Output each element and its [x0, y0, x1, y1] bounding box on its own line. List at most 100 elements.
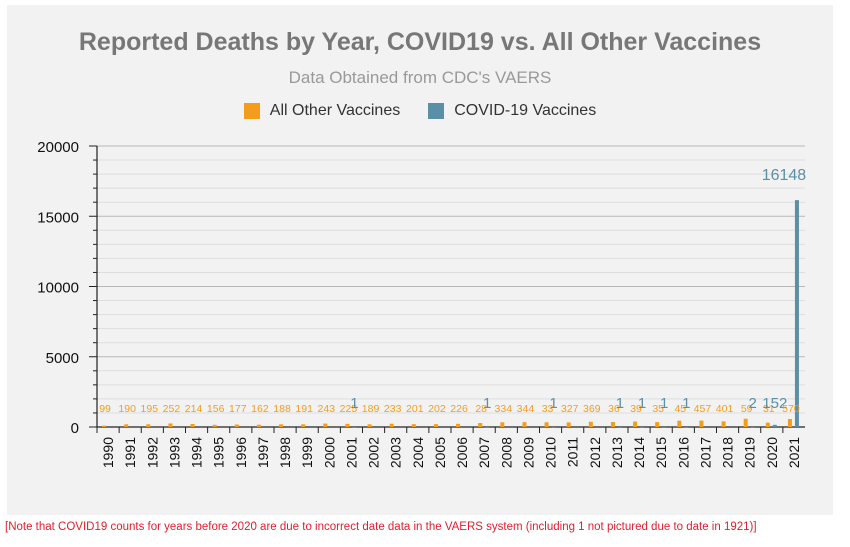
bar-other-2003 — [389, 423, 394, 427]
bar-other-2014 — [633, 421, 638, 427]
bar-other-1993 — [168, 423, 173, 427]
bar-covid-2019 — [750, 426, 755, 428]
x-tick-label-1991: 1991 — [122, 437, 138, 468]
legend-swatch-covid — [428, 103, 445, 119]
data-label-covid-2021: 16148 — [762, 167, 807, 184]
x-tick-label-2018: 2018 — [720, 437, 736, 468]
bar-other-1991 — [124, 424, 129, 427]
bar-other-2009 — [522, 422, 527, 427]
data-label-other-2005: 202 — [428, 403, 446, 415]
bar-other-2016 — [677, 420, 682, 427]
bar-other-2020 — [765, 422, 770, 427]
data-label-other-1992: 195 — [141, 403, 159, 415]
x-tick-label-2004: 2004 — [410, 437, 426, 468]
legend-item-other[interactable]: All Other Vaccines — [243, 102, 400, 120]
chart-panel — [7, 5, 833, 515]
data-label-covid-2007: 1 — [483, 395, 491, 412]
x-tick-label-1996: 1996 — [233, 437, 249, 468]
data-label-other-2020: 31 — [763, 403, 775, 415]
x-tick-label-2014: 2014 — [631, 437, 647, 468]
bar-covid-2001 — [352, 426, 357, 428]
bar-other-2018 — [721, 421, 726, 427]
data-label-covid-2014: 1 — [638, 395, 646, 412]
bar-other-2004 — [411, 424, 416, 427]
data-label-covid-2019: 2 — [749, 395, 757, 412]
x-tick-label-1990: 1990 — [100, 437, 116, 468]
data-label-other-1991: 190 — [118, 403, 136, 415]
bar-covid-2007 — [485, 426, 490, 428]
x-tick-label-2015: 2015 — [653, 437, 669, 468]
bar-covid-2015 — [662, 426, 667, 428]
data-label-other-2014: 39 — [630, 403, 642, 415]
bar-other-1994 — [190, 423, 195, 427]
data-label-other-2013: 36 — [608, 403, 620, 415]
data-label-covid-2013: 1 — [616, 395, 624, 412]
bar-other-2008 — [500, 422, 505, 427]
data-label-other-2006: 226 — [450, 403, 468, 415]
x-tick-label-2000: 2000 — [321, 437, 337, 468]
data-label-other-1998: 188 — [273, 403, 291, 415]
y-tick-label: 10000 — [37, 280, 79, 297]
data-label-other-2012: 369 — [583, 403, 601, 415]
data-label-other-2001: 225 — [340, 403, 358, 415]
x-tick-label-2008: 2008 — [498, 437, 514, 468]
data-label-other-2002: 189 — [362, 403, 380, 415]
data-label-other-1994: 214 — [185, 403, 203, 415]
data-label-covid-2010: 1 — [549, 395, 557, 412]
chart-subtitle: Data Obtained from CDC's VAERS — [288, 68, 552, 87]
data-label-other-2018: 401 — [716, 403, 734, 415]
data-label-other-2004: 201 — [406, 403, 424, 415]
legend: All Other Vaccines COVID-19 Vaccines — [7, 102, 833, 120]
footnote: [Note that COVID19 counts for years befo… — [5, 521, 757, 533]
legend-label-covid: COVID-19 Vaccines — [454, 102, 597, 119]
data-label-other-2009: 344 — [517, 403, 535, 415]
bar-other-2019 — [743, 418, 748, 427]
bar-other-2005 — [433, 424, 438, 427]
bar-other-2010 — [544, 422, 549, 427]
data-label-other-1996: 177 — [229, 403, 247, 415]
bar-other-2006 — [456, 423, 461, 427]
data-label-other-2021: 570 — [782, 403, 800, 415]
data-label-other-2015: 35 — [652, 403, 664, 415]
data-label-other-2017: 457 — [694, 403, 712, 415]
bar-covid-2020 — [772, 424, 777, 427]
bar-other-1995 — [212, 424, 217, 427]
data-label-other-2000: 243 — [318, 403, 336, 415]
bar-other-1997 — [256, 424, 261, 427]
x-tick-label-1999: 1999 — [299, 437, 315, 468]
bar-other-1998 — [279, 424, 284, 427]
x-tick-label-2009: 2009 — [520, 437, 536, 468]
x-tick-label-2011: 2011 — [565, 437, 581, 467]
data-label-other-2019: 59 — [741, 403, 753, 415]
data-label-other-1999: 191 — [295, 403, 313, 415]
data-label-other-1995: 156 — [207, 403, 225, 415]
x-tick-label-1995: 1995 — [211, 437, 227, 468]
bar-other-2000 — [323, 423, 328, 427]
data-label-other-1993: 252 — [163, 403, 181, 415]
x-tick-label-2002: 2002 — [366, 437, 382, 468]
x-tick-label-2020: 2020 — [764, 437, 780, 468]
bar-other-2001 — [345, 423, 350, 427]
legend-item-covid[interactable]: COVID-19 Vaccines — [428, 102, 596, 120]
data-label-other-2007: 28 — [475, 403, 487, 415]
x-tick-label-1998: 1998 — [277, 437, 293, 468]
data-label-other-2010: 33 — [542, 403, 554, 415]
x-tick-label-2012: 2012 — [587, 437, 603, 468]
bar-other-2021 — [787, 418, 792, 427]
bar-other-2015 — [655, 422, 660, 427]
legend-swatch-other — [243, 103, 260, 119]
bar-other-2007 — [478, 423, 483, 427]
bar-other-2011 — [566, 422, 571, 427]
x-tick-label-2007: 2007 — [476, 437, 492, 468]
bar-other-2012 — [588, 421, 593, 427]
x-tick-label-2006: 2006 — [454, 437, 470, 468]
x-tick-label-2013: 2013 — [609, 437, 625, 468]
data-label-other-2011: 327 — [561, 403, 579, 415]
bar-other-1996 — [234, 424, 239, 427]
x-tick-label-2016: 2016 — [675, 437, 691, 468]
bar-other-1999 — [301, 424, 306, 427]
bar-covid-2021 — [794, 200, 799, 427]
y-tick-label: 5000 — [46, 350, 79, 367]
x-tick-label-1993: 1993 — [166, 437, 182, 468]
